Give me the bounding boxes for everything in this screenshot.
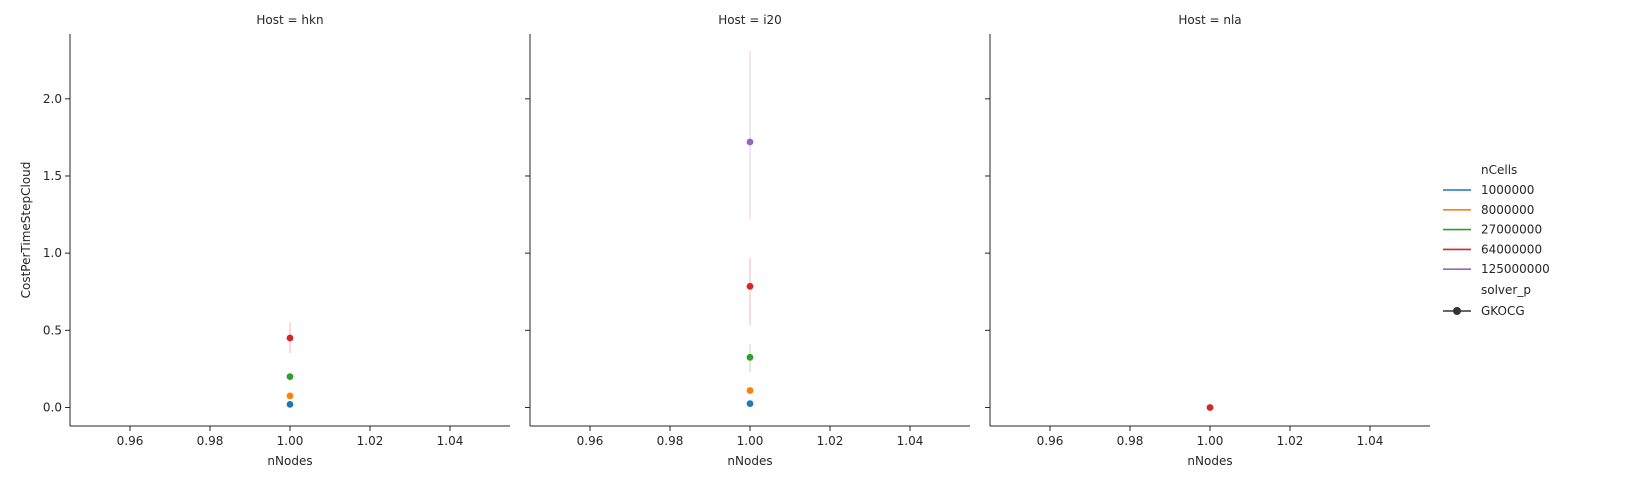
x-tick-label: 0.98 [197, 434, 224, 448]
x-tick-label: 1.02 [817, 434, 844, 448]
x-tick-label: 0.98 [657, 434, 684, 448]
x-tick-label: 1.04 [1357, 434, 1384, 448]
x-tick-label: 1.02 [357, 434, 384, 448]
x-tick-label: 0.96 [1037, 434, 1064, 448]
x-tick-label: 1.00 [277, 434, 304, 448]
data-point [746, 400, 754, 408]
chart-legend: nCells 1000000 8000000 27000000 64000000 1250… [1443, 163, 1550, 318]
data-point [746, 353, 754, 361]
data-point [286, 400, 294, 408]
x-axis-label: nNodes [727, 454, 772, 468]
legend-style-title: solver_p [1481, 283, 1531, 297]
legend-entry-label: 125000000 [1481, 262, 1550, 276]
x-tick-label: 0.96 [117, 434, 144, 448]
data-point [746, 387, 754, 394]
facet-panel: Host = hkn 0.0 0.5 1.0 1.5 2.0 0.96 0.98 1.00 1.0… [19, 13, 510, 468]
y-tick-label: 1.0 [43, 246, 62, 260]
legend-entry-label: 64000000 [1481, 242, 1542, 256]
x-tick-label: 0.98 [1117, 434, 1144, 448]
legend-marker-swatch [1453, 307, 1461, 315]
x-axis-label: nNodes [1187, 454, 1232, 468]
legend-entry-label: 1000000 [1481, 183, 1534, 197]
y-tick-label: 0.0 [43, 400, 62, 414]
panel-title: Host = nla [1178, 13, 1241, 27]
x-tick-label: 1.04 [897, 434, 924, 448]
x-tick-label: 1.00 [1197, 434, 1224, 448]
data-point [746, 138, 754, 146]
x-tick-label: 1.00 [737, 434, 764, 448]
facet-panel: Host = nla 0.96 0.98 1.00 1.02 1.04 nNodes [985, 13, 1430, 468]
y-tick-label: 0.5 [43, 323, 62, 337]
data-point [286, 334, 294, 342]
panel-title: Host = i20 [718, 13, 782, 27]
x-tick-label: 1.02 [1277, 434, 1304, 448]
x-axis-label: nNodes [267, 454, 312, 468]
data-point [286, 392, 294, 400]
data-point [746, 282, 754, 290]
data-point [1206, 404, 1214, 411]
legend-entry-label: GKOCG [1481, 304, 1525, 318]
y-axis-label: CostPerTimeStepCloud [19, 162, 33, 299]
chart-panels: Host = hkn 0.0 0.5 1.0 1.5 2.0 0.96 0.98 1.00 1.0… [19, 13, 1430, 468]
panel-title: Host = hkn [256, 13, 323, 27]
y-tick-label: 1.5 [43, 169, 62, 183]
legend-entry-label: 27000000 [1481, 223, 1542, 237]
data-point [286, 373, 294, 381]
y-tick-label: 2.0 [43, 92, 62, 106]
x-tick-label: 1.04 [437, 434, 464, 448]
legend-entry-label: 8000000 [1481, 203, 1534, 217]
x-tick-label: 0.96 [577, 434, 604, 448]
facet-panel: Host = i20 0.96 0.98 1.00 1.02 1.04 nNodes [525, 13, 970, 468]
legend-hue-title: nCells [1481, 163, 1517, 177]
